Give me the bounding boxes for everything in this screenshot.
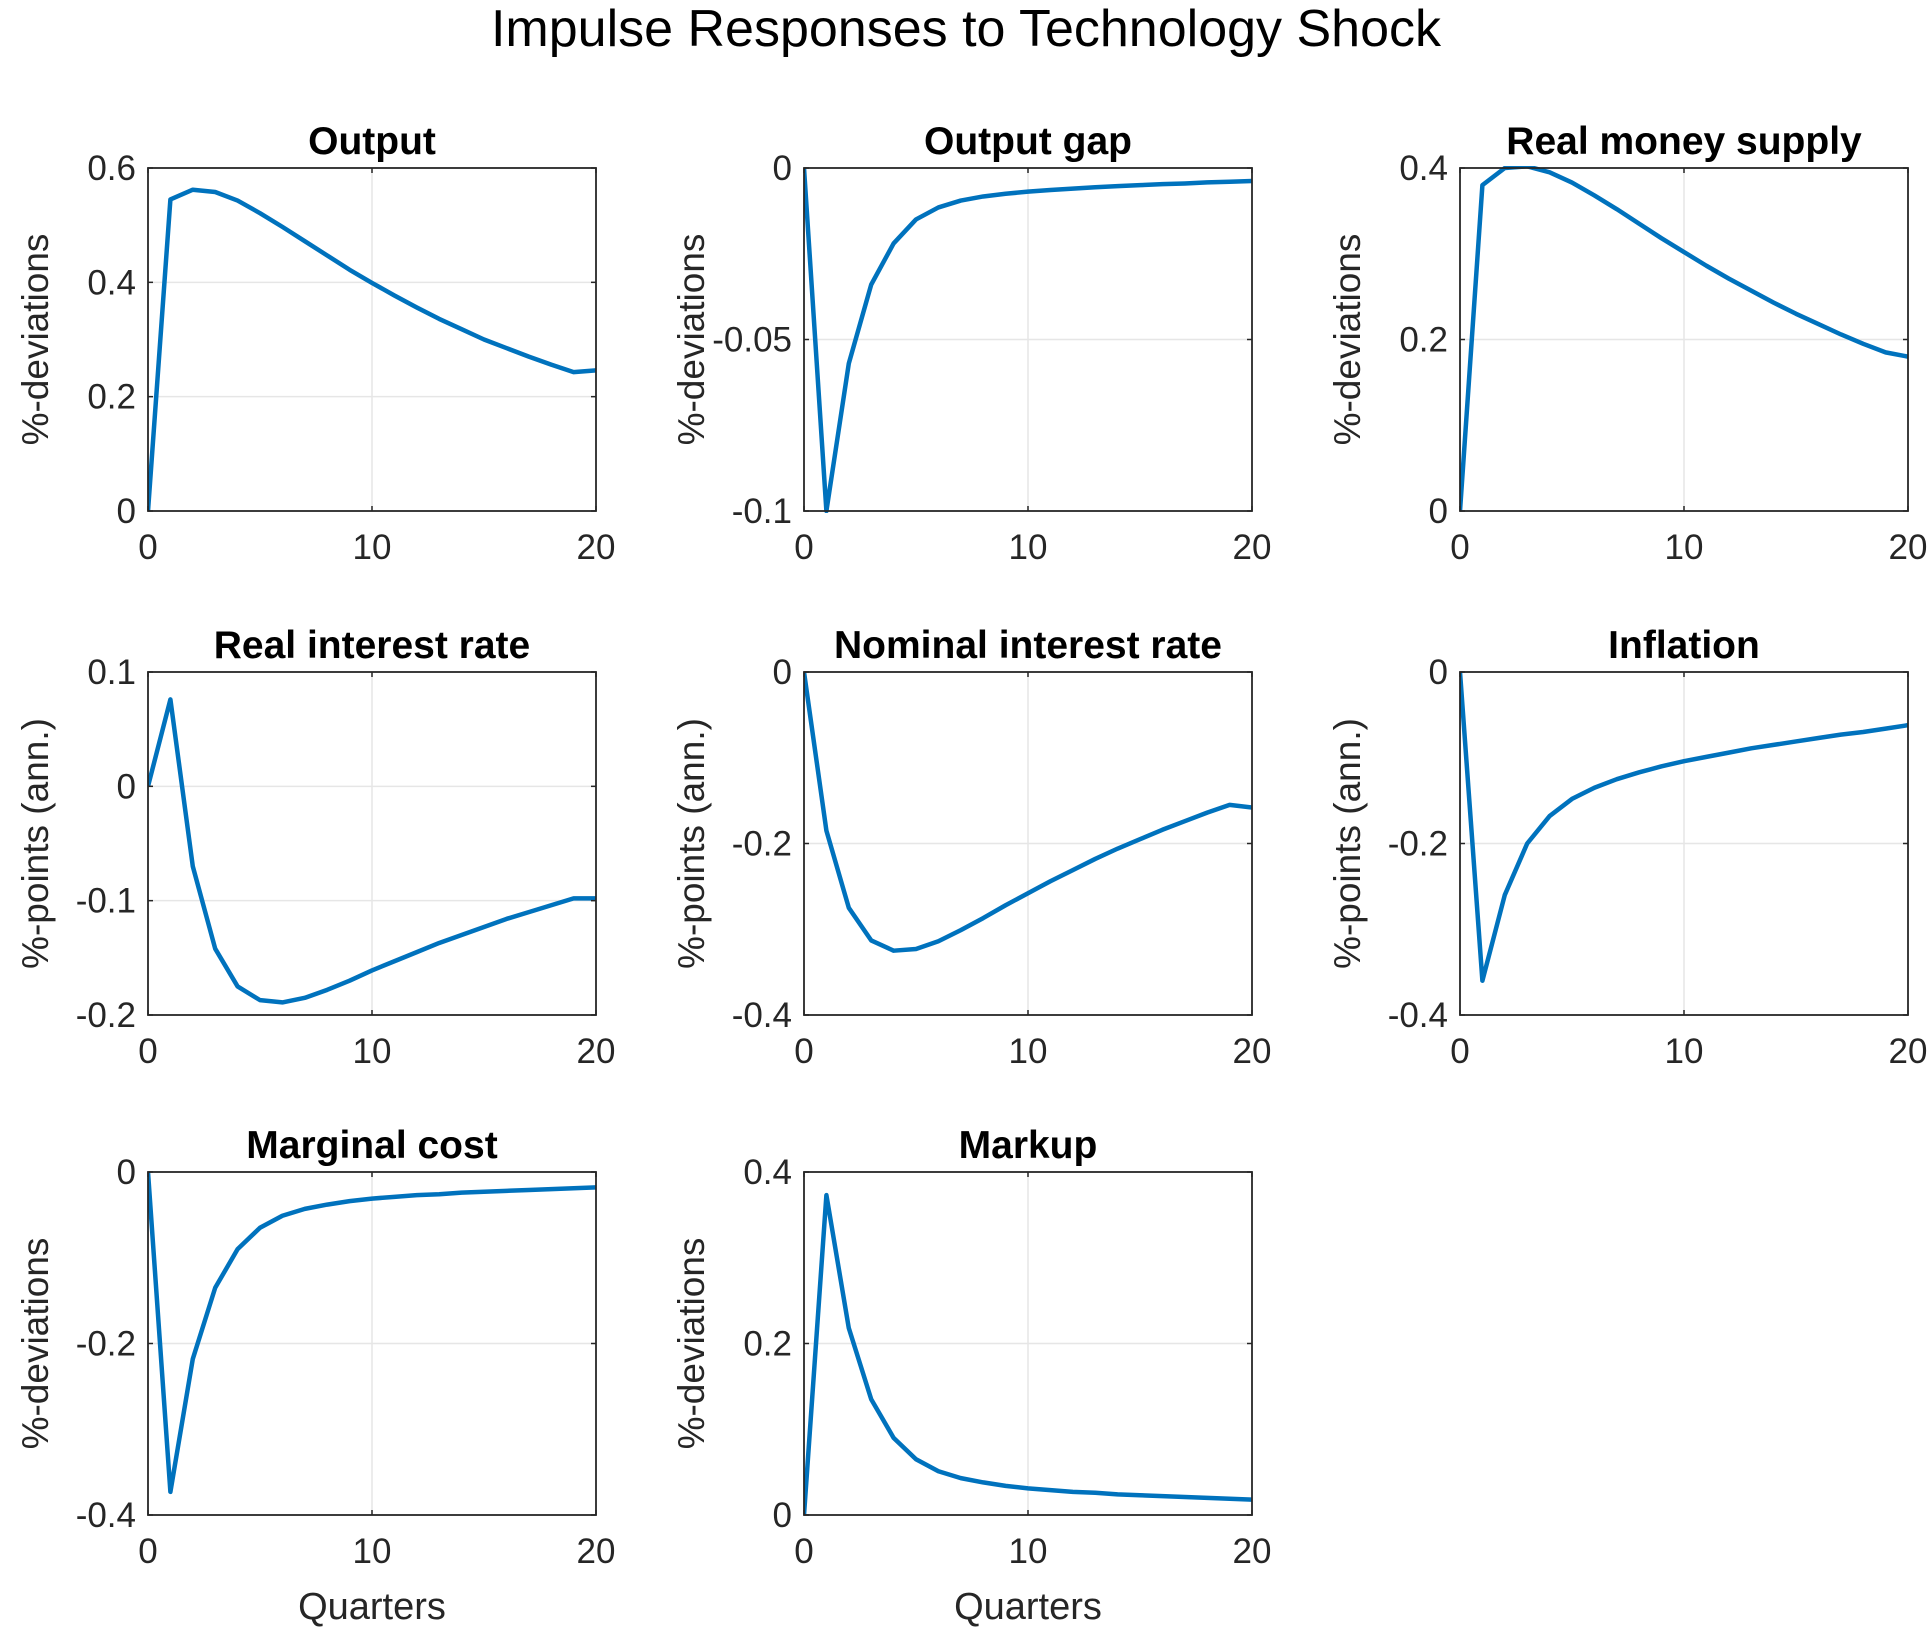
- x-tick-label: 20: [1889, 528, 1928, 567]
- subplot-grid: 0 10 20 0 0.2 0.4 0.6 Output %-deviations 0 10 20 -0…: [15, 120, 1927, 1628]
- subplot-title: Nominal interest rate: [834, 624, 1222, 667]
- y-tick-label: 0.1: [87, 653, 136, 692]
- x-tick-label: 20: [577, 528, 616, 567]
- y-tick-label: -0.2: [76, 1325, 136, 1364]
- x-tick-label: 0: [138, 1032, 157, 1071]
- x-tick-label: 10: [1665, 528, 1704, 567]
- x-tick-label: 10: [1009, 1032, 1048, 1071]
- y-tick-label: 0.4: [87, 263, 136, 302]
- x-tick-label: 10: [1009, 1532, 1048, 1571]
- series-line-output-gap: [804, 167, 1252, 513]
- y-tick-label: 0: [117, 1153, 136, 1192]
- series-line-marginal-cost: [148, 1171, 596, 1495]
- subplot-title: Markup: [959, 1124, 1098, 1167]
- subplot-output: 0 10 20 0 0.2 0.4 0.6 Output %-deviations: [15, 120, 615, 567]
- y-tick-label: -0.2: [1388, 825, 1448, 864]
- subplot-markup: 0 10 20 0 0.2 0.4 Markup %-deviations Quarters: [671, 1124, 1271, 1628]
- y-tick-label: 0: [117, 767, 136, 806]
- series-line-nominal-interest-rate: [804, 671, 1252, 953]
- y-tick-label: 0.6: [87, 149, 136, 188]
- y-axis-label: %-deviations: [15, 234, 56, 446]
- x-tick-label: 10: [353, 1532, 392, 1571]
- subplot-title: Real money supply: [1506, 120, 1862, 163]
- x-axis-label: Quarters: [298, 1586, 446, 1628]
- y-tick-label: 0.2: [87, 378, 136, 417]
- y-tick-label: -0.05: [712, 321, 792, 360]
- y-tick-label: -0.2: [76, 996, 136, 1035]
- x-tick-label: 0: [794, 528, 813, 567]
- subplot-marginal-cost: 0 10 20 -0.4 -0.2 0 Marginal cost %-deviations Q…: [15, 1124, 615, 1628]
- x-tick-label: 20: [1233, 1032, 1272, 1071]
- y-tick-label: -0.4: [1388, 996, 1448, 1035]
- y-tick-label: 0: [1429, 492, 1448, 531]
- x-tick-label: 20: [1233, 528, 1272, 567]
- x-tick-label: 0: [138, 1532, 157, 1571]
- x-tick-label: 10: [1665, 1032, 1704, 1071]
- y-axis-label: %-points (ann.): [671, 718, 712, 969]
- figure-title: Impulse Responses to Technology Shock: [491, 0, 1442, 58]
- y-tick-label: -0.4: [76, 1496, 136, 1535]
- subplot-real-interest-rate: 0 10 20 -0.2 -0.1 0 0.1 Real interest rate %-poi…: [15, 624, 615, 1071]
- y-tick-label: 0.4: [1399, 149, 1448, 188]
- series-line-markup: [804, 1192, 1252, 1516]
- x-axis-label: Quarters: [954, 1586, 1102, 1628]
- y-tick-label: 0: [117, 492, 136, 531]
- x-tick-label: 20: [577, 1532, 616, 1571]
- subplot-title: Output gap: [924, 120, 1132, 163]
- x-tick-label: 0: [794, 1532, 813, 1571]
- y-tick-label: 0.2: [743, 1325, 792, 1364]
- x-tick-label: 10: [353, 1032, 392, 1071]
- subplot-output-gap: 0 10 20 -0.1 -0.05 0 Output gap %-deviations: [671, 120, 1271, 567]
- y-tick-label: 0: [1429, 653, 1448, 692]
- subplot-real-money-supply: 0 10 20 0 0.2 0.4 Real money supply %-deviation…: [1327, 120, 1927, 567]
- x-tick-label: 0: [1450, 1032, 1469, 1071]
- y-axis-label: %-deviations: [671, 234, 712, 446]
- x-tick-label: 0: [794, 1032, 813, 1071]
- y-tick-label: 0.2: [1399, 321, 1448, 360]
- series-line-real-interest-rate: [148, 697, 596, 1005]
- x-tick-label: 20: [1889, 1032, 1928, 1071]
- subplot-title: Marginal cost: [246, 1124, 497, 1167]
- x-tick-label: 10: [353, 528, 392, 567]
- y-tick-label: -0.1: [732, 492, 792, 531]
- subplot-title: Real interest rate: [214, 624, 530, 667]
- series-line-output: [148, 187, 596, 512]
- subplot-title: Inflation: [1608, 624, 1760, 667]
- series-line-inflation: [1460, 671, 1908, 983]
- y-tick-label: 0: [773, 149, 792, 188]
- y-axis-label: %-deviations: [15, 1238, 56, 1450]
- subplot-nominal-interest-rate: 0 10 20 -0.4 -0.2 0 Nominal interest rate %-poi…: [671, 624, 1271, 1071]
- y-tick-label: 0: [773, 653, 792, 692]
- y-tick-label: 0: [773, 1496, 792, 1535]
- y-axis-label: %-points (ann.): [15, 718, 56, 969]
- subplot-title: Output: [308, 120, 436, 163]
- y-axis-label: %-deviations: [671, 1238, 712, 1450]
- x-tick-label: 20: [577, 1032, 616, 1071]
- x-tick-label: 10: [1009, 528, 1048, 567]
- y-tick-label: -0.4: [732, 996, 792, 1035]
- y-tick-label: 0.4: [743, 1153, 792, 1192]
- y-tick-label: -0.2: [732, 825, 792, 864]
- x-tick-label: 0: [138, 528, 157, 567]
- y-axis-label: %-points (ann.): [1327, 718, 1368, 969]
- subplot-inflation: 0 10 20 -0.4 -0.2 0 Inflation %-points (ann.): [1327, 624, 1927, 1071]
- y-axis-label: %-deviations: [1327, 234, 1368, 446]
- x-tick-label: 0: [1450, 528, 1469, 567]
- x-tick-label: 20: [1233, 1532, 1272, 1571]
- y-tick-label: -0.1: [76, 882, 136, 921]
